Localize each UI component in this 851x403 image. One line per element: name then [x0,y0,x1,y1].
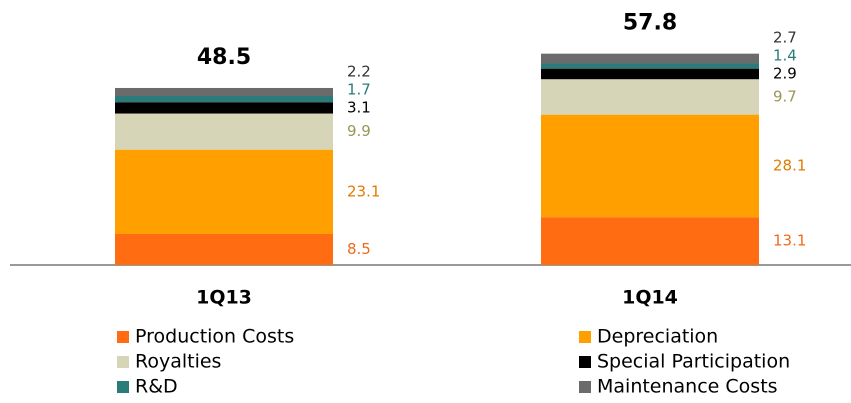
value-label: 9.7 [773,87,797,105]
bar-segment [115,149,333,234]
legend-label: Depreciation [597,326,718,348]
legend-label: Production Costs [135,326,294,348]
bar-segment [541,217,759,265]
legend-swatch [579,356,591,368]
value-label: 8.5 [347,240,371,258]
bar-segment [115,102,333,114]
legend-label: Special Participation [597,351,790,373]
value-label: 13.1 [773,232,806,250]
bar-segment [541,53,759,64]
bar-segment [115,96,333,103]
value-label: 9.9 [347,122,371,140]
value-label: 1.7 [347,80,371,98]
legend-label: R&D [135,376,178,398]
bar-segment [115,113,333,150]
legend-swatch [579,381,591,393]
legend-label: Maintenance Costs [597,376,778,398]
bar-segment [541,79,759,115]
value-label: 23.1 [347,182,380,200]
legend-swatch [117,331,129,343]
category-label: 1Q14 [622,287,678,309]
value-label: 1.4 [773,46,797,64]
bar-segment [115,233,333,265]
total-label: 57.8 [623,11,677,36]
value-label: 28.1 [773,156,806,174]
total-label: 48.5 [197,45,251,70]
value-label: 2.7 [773,28,797,46]
bar-segment [115,87,333,97]
legend-swatch [117,381,129,393]
bar-segment [541,114,759,218]
legend-label: Royalties [135,351,221,373]
legend-swatch [117,356,129,368]
bar-segment [541,68,759,80]
value-label: 2.2 [347,62,371,80]
value-label: 2.9 [773,64,797,82]
value-label: 3.1 [347,98,371,116]
legend-swatch [579,331,591,343]
category-label: 1Q13 [196,287,252,309]
bar-segment [541,63,759,69]
